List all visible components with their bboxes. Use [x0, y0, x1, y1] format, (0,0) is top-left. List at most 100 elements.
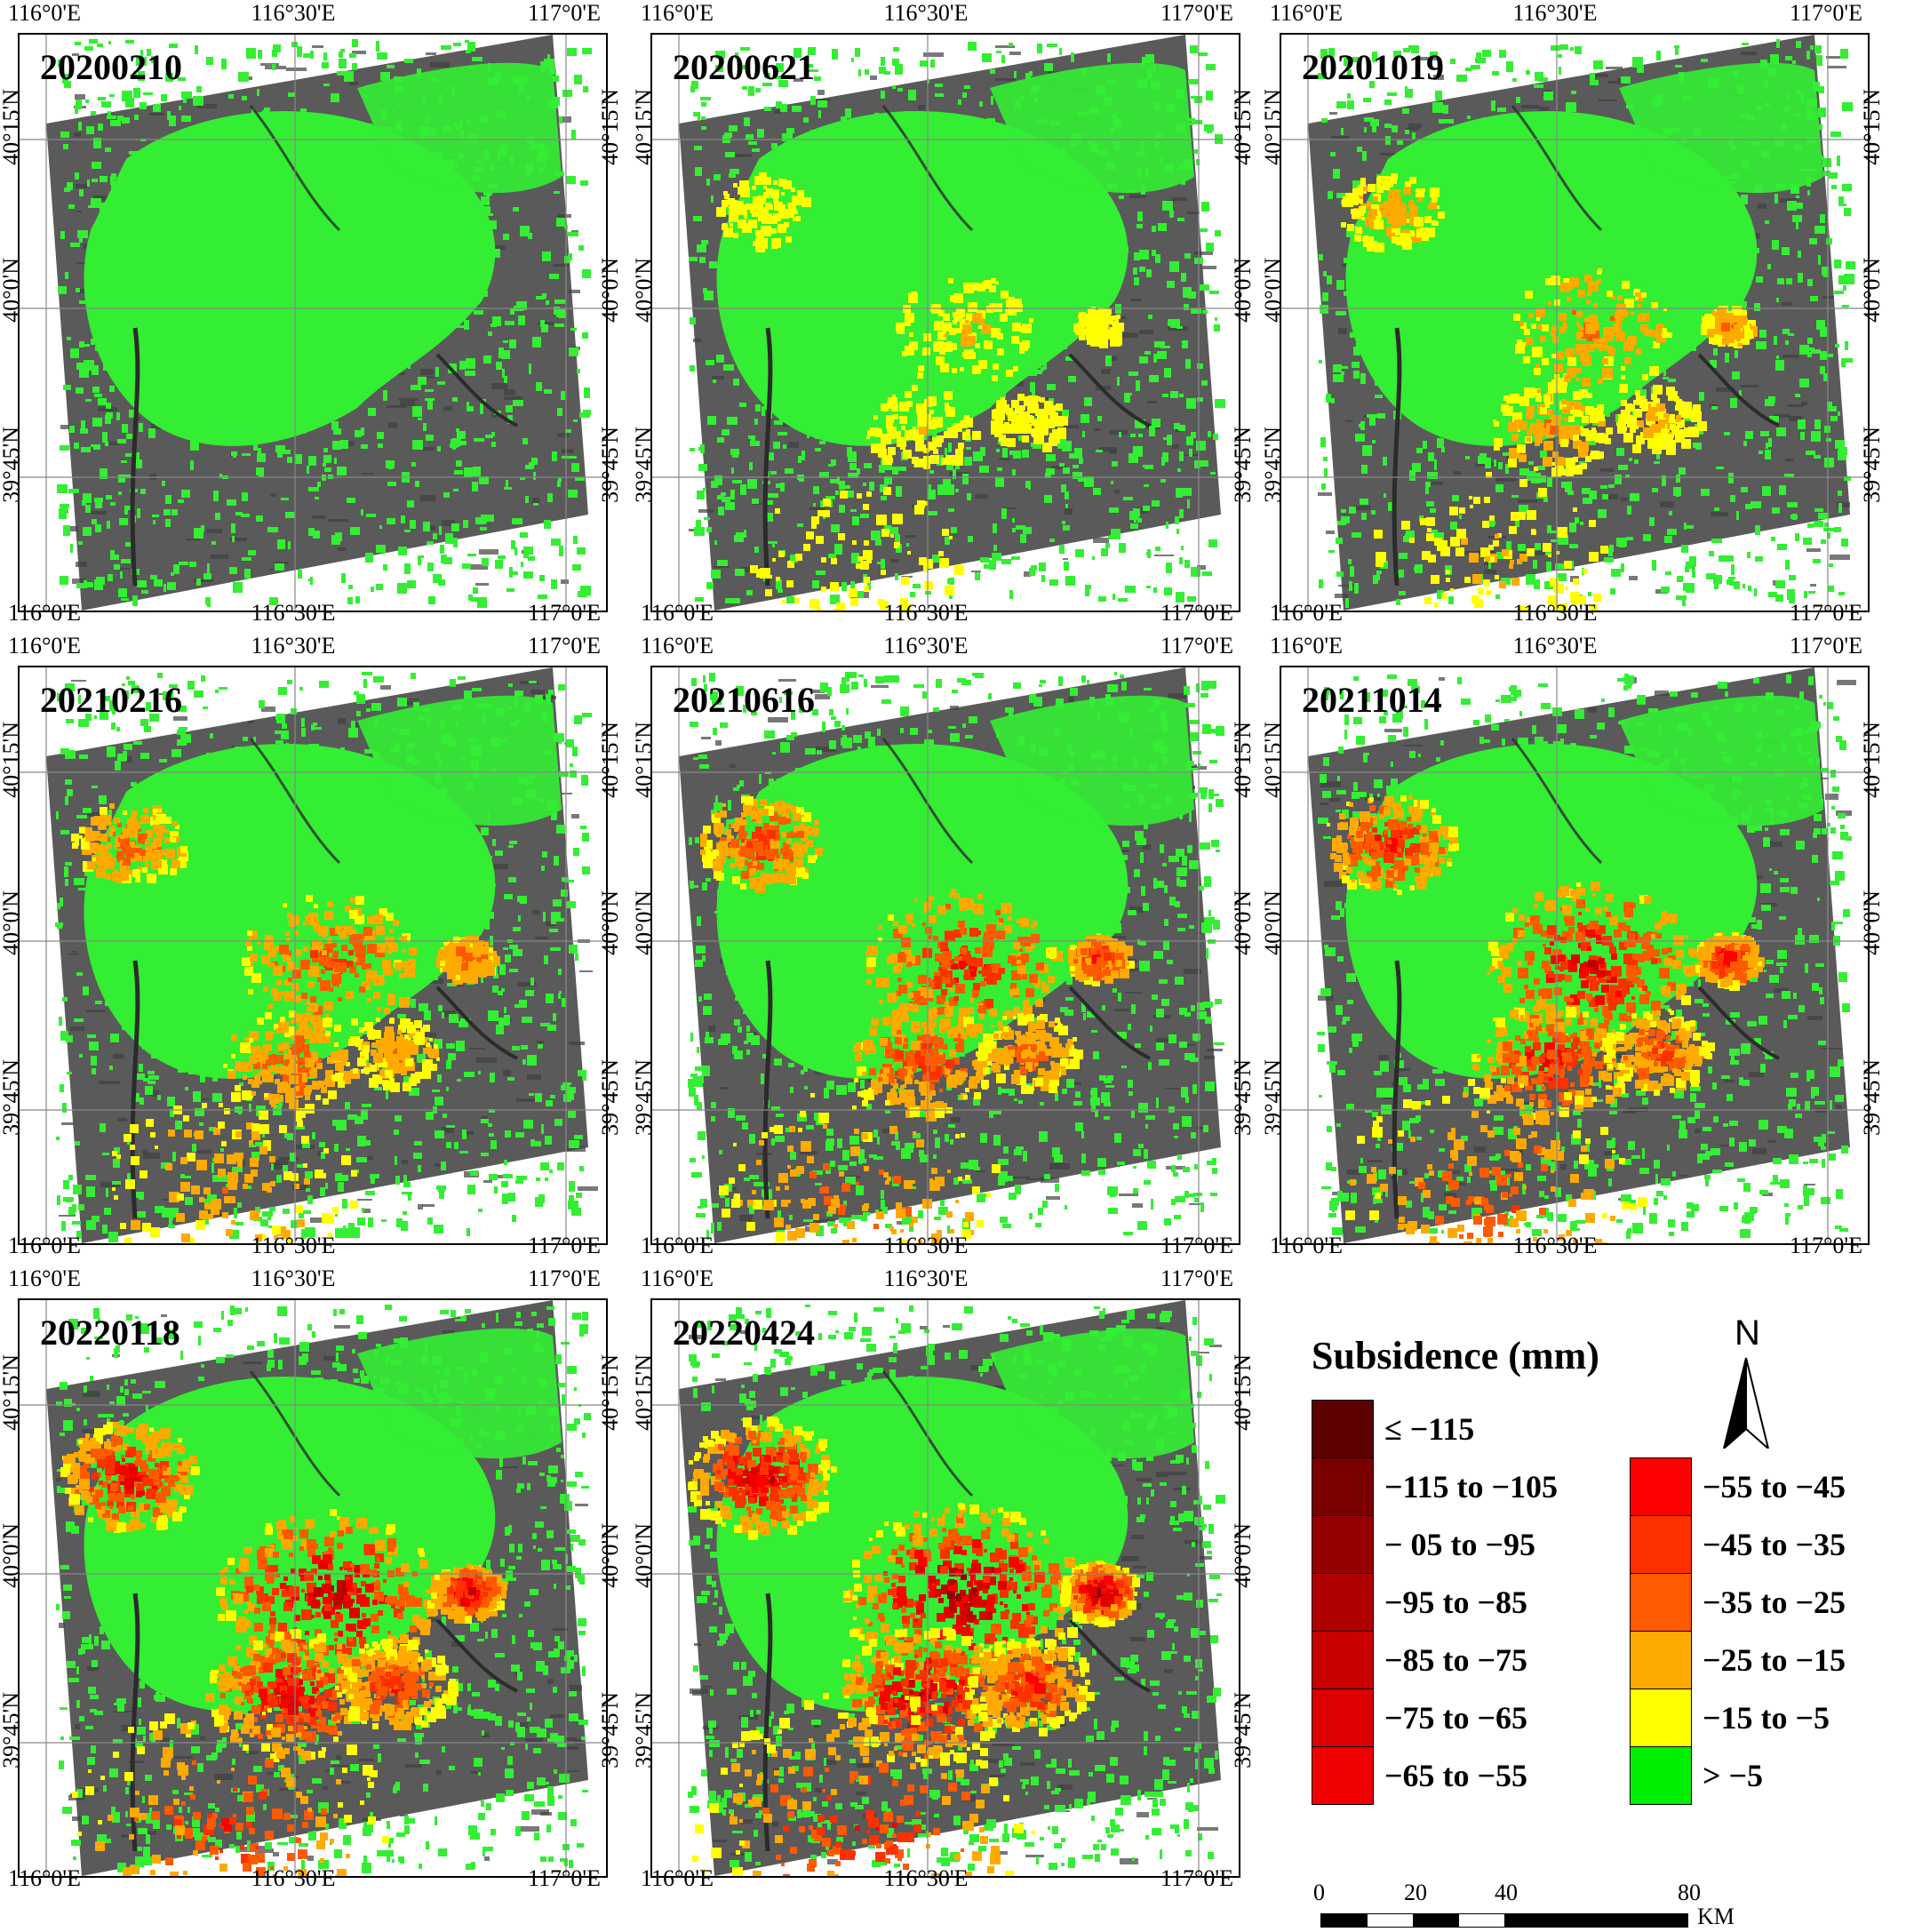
lat-tick-label: 40°15'N [597, 89, 623, 165]
lon-tick-label: 116°30'E [251, 1265, 336, 1291]
lat-tick-label: 40°0'N [597, 890, 623, 955]
panel-date: 20210216 [40, 680, 182, 720]
legend-label: −65 to −55 [1384, 1758, 1528, 1793]
legend-label: > −5 [1703, 1758, 1764, 1793]
lat-tick-label: 40°0'N [631, 1523, 657, 1588]
scale-bar [1320, 1913, 1688, 1928]
map-panel-20200210: 20200210 116°0'E 116°0'E 116°30'E 116°30'E 11… [0, 0, 623, 627]
legend-label: −15 to −5 [1703, 1700, 1830, 1736]
lon-tick-label: 116°30'E [251, 0, 336, 26]
panel-date: 20220424 [673, 1313, 815, 1353]
lon-tick-label: 117°0'E [1790, 1233, 1862, 1258]
lon-tick-label: 116°30'E [1512, 633, 1598, 659]
lon-tick-label: 117°0'E [1790, 633, 1862, 659]
north-arrow-icon [1722, 1357, 1770, 1449]
lon-tick-label: 117°0'E [528, 1265, 601, 1291]
scale-tick-label: 80 [1678, 1880, 1701, 1905]
legend-swatch [1312, 1689, 1373, 1747]
lon-tick-label: 117°0'E [1160, 633, 1233, 659]
legend-swatch [1631, 1458, 1691, 1516]
lat-tick-label: 40°0'N [1260, 890, 1286, 955]
subsidence-map-image [20, 1300, 606, 1876]
panel-date: 20210616 [673, 680, 815, 720]
legend-label: −95 to −85 [1384, 1585, 1528, 1620]
legend-swatch [1631, 1689, 1691, 1747]
lat-tick-label: 39°45'N [597, 1692, 623, 1768]
lon-tick-label: 116°0'E [641, 0, 714, 26]
lat-tick-label: 39°45'N [631, 427, 657, 503]
lon-tick-label: 116°30'E [251, 600, 336, 626]
legend-column-left [1312, 1400, 1374, 1805]
lat-tick-label: 40°15'N [0, 1354, 24, 1431]
lat-tick-label: 39°45'N [1260, 427, 1286, 503]
lon-tick-label: 117°0'E [1790, 600, 1862, 626]
legend-label: −115 to −105 [1384, 1469, 1559, 1505]
panel-date: 20200210 [40, 47, 182, 87]
lon-tick-label: 117°0'E [1790, 0, 1862, 26]
lon-tick-label: 117°0'E [1160, 1265, 1233, 1291]
lat-tick-label: 40°15'N [631, 722, 657, 798]
lat-tick-label: 39°45'N [0, 1059, 24, 1136]
lat-tick-label: 40°0'N [1230, 258, 1256, 323]
lon-tick-label: 116°30'E [1512, 600, 1598, 626]
legend-label: −45 to −35 [1703, 1527, 1846, 1562]
lon-tick-label: 116°30'E [883, 0, 969, 26]
lon-tick-label: 116°0'E [8, 1865, 81, 1891]
lat-tick-label: 39°45'N [1859, 1059, 1885, 1136]
legend: Subsidence (mm) ≤ −115 −115 to −105 − 05 t… [1306, 1313, 1893, 1929]
subsidence-map-image [652, 1300, 1239, 1876]
panel-date: 20220118 [40, 1313, 180, 1353]
legend-title: Subsidence (mm) [1312, 1334, 1599, 1377]
lat-tick-label: 39°45'N [631, 1692, 657, 1768]
legend-label: −55 to −45 [1703, 1469, 1846, 1505]
panel-date: 20211014 [1302, 680, 1442, 720]
lat-tick-label: 40°15'N [631, 89, 657, 165]
lat-tick-label: 40°15'N [1230, 89, 1256, 165]
lat-tick-label: 40°15'N [1859, 722, 1885, 798]
legend-label: − 05 to −95 [1384, 1527, 1536, 1562]
lat-tick-label: 40°0'N [0, 890, 24, 955]
lat-tick-label: 40°0'N [1859, 258, 1885, 323]
map-frame [1280, 666, 1870, 1245]
lon-tick-label: 116°0'E [641, 633, 714, 659]
legend-swatch [1312, 1574, 1373, 1632]
map-frame [650, 666, 1240, 1245]
lat-tick-label: 40°0'N [1859, 890, 1885, 955]
map-panel-20210216: 20210216 116°0'E 116°0'E 116°30'E 116°30'E 11… [0, 633, 623, 1259]
lon-tick-label: 116°0'E [8, 0, 81, 26]
lat-tick-label: 39°45'N [1260, 1059, 1286, 1136]
map-frame [18, 33, 608, 612]
panel-date: 20201019 [1302, 47, 1444, 87]
lat-tick-label: 40°0'N [1260, 258, 1286, 323]
subsidence-map-image [652, 667, 1239, 1243]
lat-tick-label: 39°45'N [0, 427, 24, 503]
map-panel-20210616: 20210616 116°0'E 116°0'E 116°30'E 116°30'E 11… [631, 633, 1256, 1259]
lat-tick-label: 39°45'N [1230, 427, 1256, 503]
lon-tick-label: 117°0'E [1160, 0, 1233, 26]
lon-tick-label: 116°0'E [641, 1233, 714, 1258]
lon-tick-label: 116°0'E [641, 1865, 714, 1891]
lon-tick-label: 117°0'E [1160, 600, 1233, 626]
lat-tick-label: 39°45'N [597, 1059, 623, 1136]
legend-swatch [1631, 1747, 1691, 1804]
lon-tick-label: 117°0'E [528, 1865, 601, 1891]
map-panel-20220424: 20220424 116°0'E 116°0'E 116°30'E 116°30'E 11… [631, 1265, 1256, 1892]
map-frame [650, 33, 1240, 612]
lon-tick-label: 116°30'E [883, 1865, 969, 1891]
subsidence-map-image [1281, 667, 1868, 1243]
lon-tick-label: 116°30'E [1512, 0, 1598, 26]
legend-swatch [1312, 1747, 1373, 1804]
map-panel-20200621: 20200621 116°0'E 116°0'E 116°30'E 116°30'E 11… [631, 0, 1256, 627]
scale-unit: KM [1697, 1904, 1735, 1929]
lat-tick-label: 40°0'N [1230, 890, 1256, 955]
lat-tick-label: 40°15'N [1260, 722, 1286, 798]
lon-tick-label: 116°0'E [8, 1265, 81, 1291]
lat-tick-label: 39°45'N [1859, 427, 1885, 503]
scale-tick-label: 0 [1313, 1880, 1325, 1905]
lon-tick-label: 117°0'E [528, 600, 601, 626]
lon-tick-label: 116°0'E [8, 600, 81, 626]
lon-tick-label: 116°0'E [1270, 633, 1343, 659]
lon-tick-label: 116°0'E [1270, 0, 1343, 26]
legend-swatch [1631, 1574, 1691, 1632]
lon-tick-label: 117°0'E [528, 0, 601, 26]
